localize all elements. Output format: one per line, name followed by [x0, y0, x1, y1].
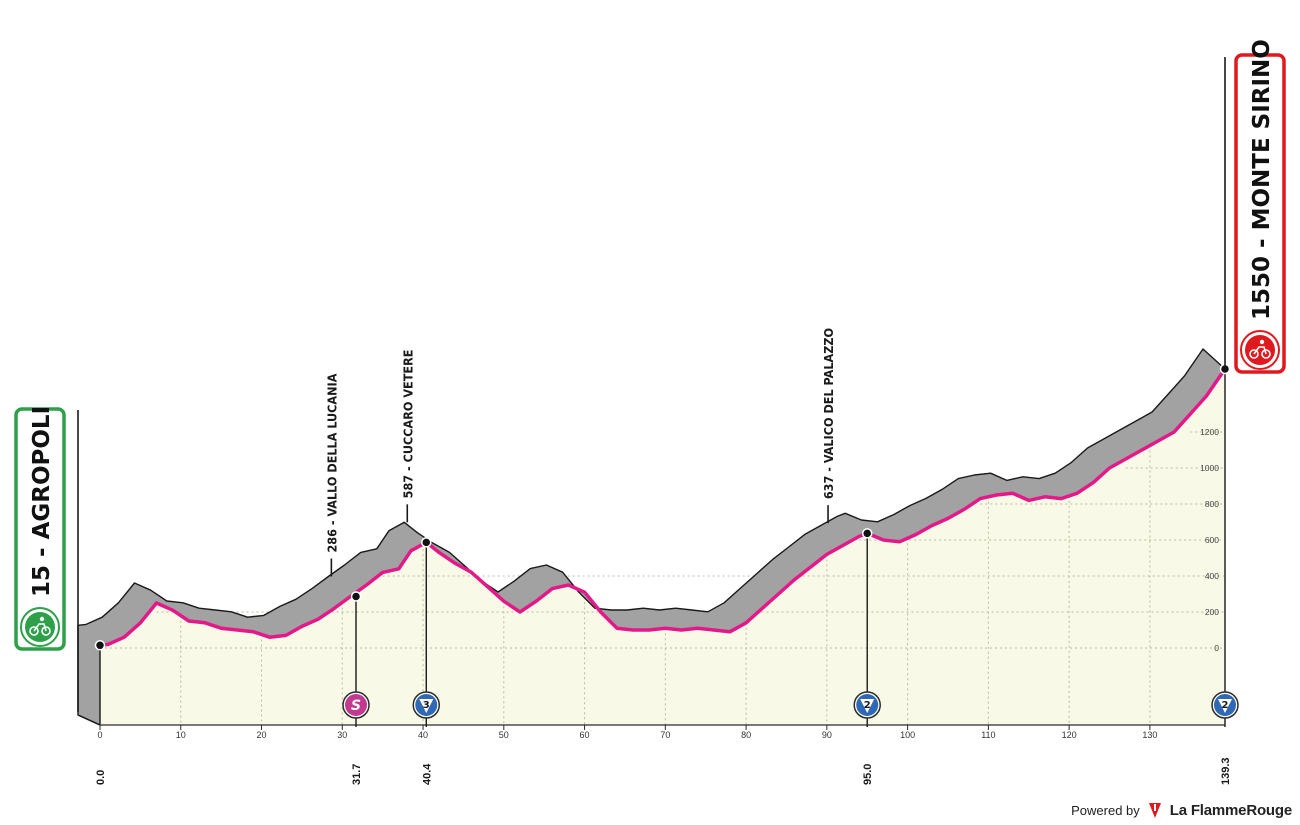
waypoint-dot: [350, 591, 362, 602]
bike-wheel: [29, 626, 39, 636]
flame-logo-icon: [1148, 803, 1161, 818]
finish-marker-icon-fill: [1245, 335, 1275, 365]
place-labels: 286 - VALLO DELLA LUCANIA 587 - CUCCARO V…: [324, 328, 836, 577]
y-tick-label: 1200: [1200, 427, 1219, 437]
bike-icon: [1249, 339, 1271, 359]
waypoint-km-label: 0.0: [95, 770, 107, 785]
bike-wheel: [41, 626, 51, 636]
climb-badge: 2: [1211, 691, 1239, 719]
place-label: 637 - VALICO DEL PALAZZO: [821, 328, 836, 499]
badge-text: S: [351, 698, 361, 714]
elevation-area: [100, 369, 1225, 725]
waypoint-dot: [861, 528, 873, 539]
finish-marker-label: 1550 - MONTE SIRINO: [1249, 39, 1275, 320]
badge-text: 2: [1222, 700, 1229, 711]
x-tick-label: 100: [900, 730, 915, 740]
climb-badge: 3: [412, 691, 441, 719]
kom-badge-triangle: [419, 699, 434, 713]
route-line: [98, 367, 1227, 648]
y-tick-label: 800: [1205, 499, 1219, 509]
x-tick-label: 120: [1062, 730, 1077, 740]
kom-badge-triangle: [860, 699, 875, 713]
grid: [100, 431, 1225, 725]
waypoint-km-label: 31.7: [351, 764, 363, 785]
x-axis: 0 10 20 30 40 50 60 70 80 90 100 110 120 130: [97, 724, 1225, 740]
side-edge: [77, 714, 101, 726]
route-path: [98, 367, 1227, 648]
finish-marker-frame: [1234, 53, 1286, 374]
waypoint-km-label: 40.4: [421, 763, 433, 785]
x-tick-label: 30: [337, 730, 347, 740]
bike-wheel: [1261, 349, 1271, 359]
x-tick-label: 70: [660, 730, 670, 740]
powered-by-text: Powered by: [1071, 802, 1140, 818]
start-marker: 15 - AGROPOLI: [14, 406, 79, 712]
brand-name: La FlammeRouge: [1169, 801, 1292, 819]
elevation-fill: [100, 369, 1225, 725]
place-label: 286 - VALLO DELLA LUCANIA: [324, 373, 339, 552]
x-tick-label: 90: [822, 730, 832, 740]
y-tick-label: 600: [1205, 535, 1219, 545]
waypoint-dot: [94, 640, 106, 651]
start-marker-label: 15 - AGROPOLI: [29, 406, 55, 597]
y-axis: 0 200 400 600 800 1000 1200: [1200, 427, 1219, 653]
x-tick-label: 40: [418, 730, 428, 740]
rider-head: [1259, 339, 1265, 345]
start-marker-icon-fill: [25, 612, 55, 642]
y-tick-label: 0: [1214, 643, 1219, 653]
bike-frame: [1253, 346, 1267, 355]
finish-marker: 1550 - MONTE SIRINO: [1224, 39, 1286, 374]
y-tick-label: 1000: [1200, 463, 1219, 473]
x-tick-label: 80: [741, 730, 751, 740]
waypoint-km-label: 139.3: [1220, 757, 1232, 785]
x-tick-label: 10: [176, 730, 186, 740]
x-tick-label: 130: [1142, 730, 1157, 740]
place-label: 587 - CUCCARO VETERE: [400, 350, 415, 499]
waypoint-dot: [421, 537, 432, 548]
bike-frame: [33, 623, 47, 632]
rider-head: [39, 616, 45, 622]
x-tick-label: 20: [257, 730, 267, 740]
bike-icon: [29, 616, 51, 636]
climb-badge: S: [342, 691, 370, 719]
kom-badge-triangle: [1218, 699, 1232, 713]
start-marker-frame: [14, 407, 66, 651]
waypoint-km-labels: 0.0 31.7 40.4 95.0 139.3: [95, 757, 1232, 785]
y-tick-label: 200: [1205, 607, 1219, 617]
waypoint-km-label: 95.0: [862, 764, 874, 785]
y-tick-label: 400: [1205, 571, 1219, 581]
badge-text: 2: [864, 700, 871, 711]
climb-badges: S 3 2 2: [342, 691, 1239, 719]
climb-badge: 2: [853, 691, 881, 719]
x-tick-label: 60: [580, 730, 590, 740]
sprint-badge-fill: [345, 694, 368, 716]
badge-text: 3: [423, 700, 430, 711]
x-tick-label: 0: [97, 730, 102, 740]
bike-wheel: [1249, 349, 1259, 359]
x-tick-label: 50: [499, 730, 509, 740]
x-tick-label: 110: [981, 730, 995, 740]
credit: Powered by La FlammeRouge: [1071, 801, 1292, 819]
